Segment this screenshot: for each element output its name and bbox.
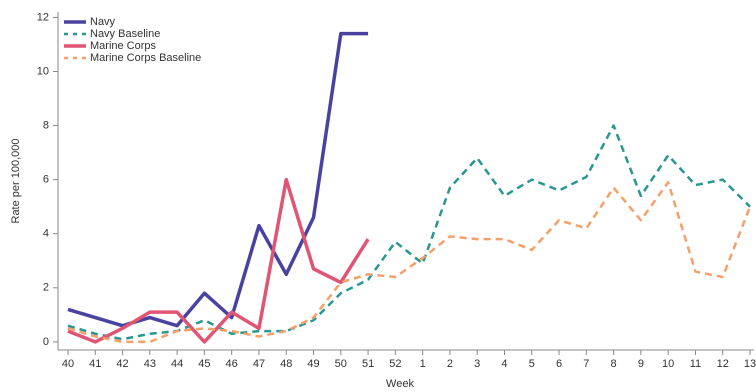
- y-axis-label: Rate per 100,000: [10, 138, 22, 223]
- x-tick-label: 49: [307, 358, 319, 370]
- x-tick-label: 5: [529, 358, 535, 370]
- x-tick-label: 50: [335, 358, 347, 370]
- x-tick-label: 43: [144, 358, 156, 370]
- y-tick-label: 8: [43, 119, 49, 131]
- legend-label: Marine Corps Baseline: [90, 52, 201, 64]
- y-tick-label: 0: [43, 336, 49, 348]
- x-tick-label: 4: [501, 358, 507, 370]
- x-tick-label: 12: [717, 358, 729, 370]
- x-tick-label: 45: [198, 358, 210, 370]
- x-tick-label: 9: [638, 358, 644, 370]
- y-tick-label: 12: [37, 11, 49, 23]
- x-tick-label: 6: [556, 358, 562, 370]
- legend-label: Navy Baseline: [90, 28, 160, 40]
- x-tick-label: 47: [253, 358, 265, 370]
- legend-label: Navy: [90, 16, 116, 28]
- series-line: [67, 181, 752, 344]
- x-tick-label: 46: [226, 358, 238, 370]
- y-tick-label: 6: [43, 174, 49, 186]
- series-line: [67, 124, 751, 341]
- x-tick-label: 13: [744, 358, 756, 370]
- x-tick-label: 8: [611, 358, 617, 370]
- series-line: [67, 177, 370, 344]
- x-axis-label: Week: [386, 378, 414, 390]
- x-tick-label: 10: [662, 358, 674, 370]
- x-tick-label: 52: [389, 358, 401, 370]
- series-line: [67, 31, 369, 328]
- y-tick-label: 4: [43, 228, 49, 240]
- x-tick-label: 2: [447, 358, 453, 370]
- x-tick-label: 41: [89, 358, 101, 370]
- y-tick-label: 2: [43, 282, 49, 294]
- y-tick-label: 10: [37, 65, 49, 77]
- x-tick-label: 44: [171, 358, 183, 370]
- x-tick-label: 3: [474, 358, 480, 370]
- x-tick-label: 40: [62, 358, 74, 370]
- legend-label: Marine Corps: [90, 40, 157, 52]
- x-tick-label: 1: [420, 358, 426, 370]
- x-tick-label: 42: [116, 358, 128, 370]
- x-tick-label: 7: [583, 358, 589, 370]
- x-tick-label: 11: [690, 358, 701, 370]
- x-tick-label: 48: [280, 358, 292, 370]
- x-tick-label: 51: [362, 358, 374, 370]
